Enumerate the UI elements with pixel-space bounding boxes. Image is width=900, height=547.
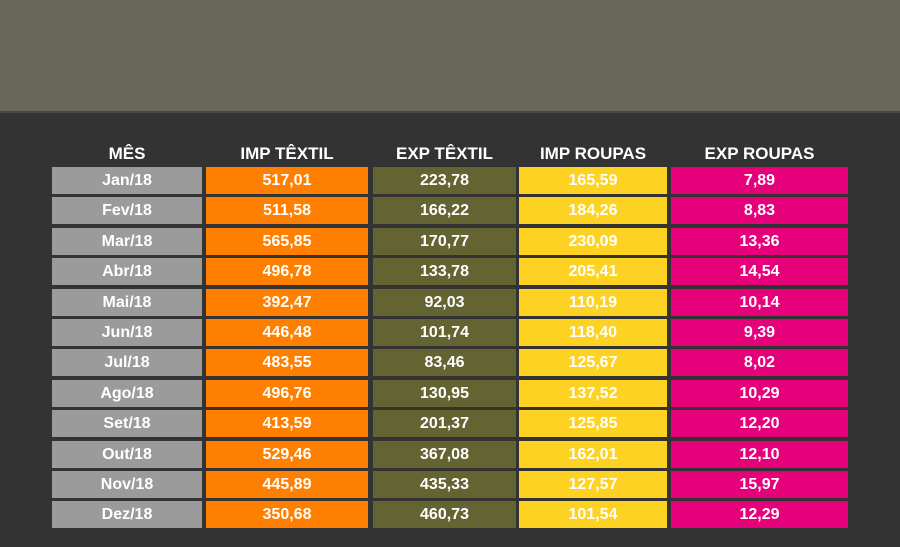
cell-exp-roupas: 8,83 bbox=[671, 197, 848, 224]
data-table: MÊS IMP TÊXTIL EXP TÊXTIL IMP ROUPAS EXP ROU… bbox=[0, 113, 900, 547]
cell-exp-roupas: 10,29 bbox=[671, 380, 848, 407]
cell-exp-textil: 435,33 bbox=[373, 471, 516, 498]
cell-exp-textil: 83,46 bbox=[373, 349, 516, 376]
cell-imp-textil: 511,58 bbox=[206, 197, 368, 224]
column-header-month: MÊS bbox=[108, 144, 146, 163]
cell-imp-textil: 517,01 bbox=[206, 167, 368, 194]
cell-imp-roupas: 125,85 bbox=[519, 410, 667, 437]
cell-imp-roupas: 110,19 bbox=[519, 289, 667, 316]
cell-month: Abr/18 bbox=[52, 258, 202, 285]
cell-month: Out/18 bbox=[52, 441, 202, 468]
cell-exp-textil: 92,03 bbox=[373, 289, 516, 316]
cell-imp-roupas: 137,52 bbox=[519, 380, 667, 407]
cell-imp-textil: 496,78 bbox=[206, 258, 368, 285]
cell-imp-textil: 445,89 bbox=[206, 471, 368, 498]
cell-imp-roupas: 127,57 bbox=[519, 471, 667, 498]
cell-exp-roupas: 7,89 bbox=[671, 167, 848, 194]
cell-month: Fev/18 bbox=[52, 197, 202, 224]
cell-exp-textil: 170,77 bbox=[373, 228, 516, 255]
cell-imp-roupas: 162,01 bbox=[519, 441, 667, 468]
cell-exp-roupas: 12,29 bbox=[671, 501, 848, 528]
cell-exp-textil: 101,74 bbox=[373, 319, 516, 346]
cell-exp-textil: 130,95 bbox=[373, 380, 516, 407]
cell-imp-textil: 496,76 bbox=[206, 380, 368, 407]
cell-exp-textil: 460,73 bbox=[373, 501, 516, 528]
cell-exp-roupas: 8,02 bbox=[671, 349, 848, 376]
column-header-exp-textil: EXP TÊXTIL bbox=[396, 144, 493, 163]
cell-imp-roupas: 125,67 bbox=[519, 349, 667, 376]
cell-imp-roupas: 230,09 bbox=[519, 228, 667, 255]
cell-exp-textil: 133,78 bbox=[373, 258, 516, 285]
cell-exp-textil: 223,78 bbox=[373, 167, 516, 194]
cell-imp-roupas: 101,54 bbox=[519, 501, 667, 528]
cell-imp-textil: 529,46 bbox=[206, 441, 368, 468]
cell-exp-roupas: 14,54 bbox=[671, 258, 848, 285]
cell-exp-roupas: 13,36 bbox=[671, 228, 848, 255]
cell-imp-roupas: 184,26 bbox=[519, 197, 667, 224]
column-header-exp-roupas: EXP ROUPAS bbox=[704, 144, 815, 163]
cell-imp-textil: 392,47 bbox=[206, 289, 368, 316]
cell-imp-textil: 565,85 bbox=[206, 228, 368, 255]
cell-imp-roupas: 205,41 bbox=[519, 258, 667, 285]
cell-exp-roupas: 12,10 bbox=[671, 441, 848, 468]
cell-month: Ago/18 bbox=[52, 380, 202, 407]
cell-imp-roupas: 118,40 bbox=[519, 319, 667, 346]
column-header-imp-roupas: IMP ROUPAS bbox=[539, 144, 647, 163]
cell-month: Mar/18 bbox=[52, 228, 202, 255]
column-header-imp-textil: IMP TÊXTIL bbox=[240, 144, 334, 163]
cell-exp-roupas: 9,39 bbox=[671, 319, 848, 346]
cell-month: Nov/18 bbox=[52, 471, 202, 498]
cell-exp-roupas: 15,97 bbox=[671, 471, 848, 498]
cell-exp-roupas: 10,14 bbox=[671, 289, 848, 316]
cell-imp-textil: 483,55 bbox=[206, 349, 368, 376]
cell-month: Jul/18 bbox=[52, 349, 202, 376]
cell-month: Jan/18 bbox=[52, 167, 202, 194]
cell-imp-roupas: 165,59 bbox=[519, 167, 667, 194]
cell-month: Mai/18 bbox=[52, 289, 202, 316]
cell-month: Jun/18 bbox=[52, 319, 202, 346]
cell-month: Set/18 bbox=[52, 410, 202, 437]
cell-month: Dez/18 bbox=[52, 501, 202, 528]
cell-exp-textil: 201,37 bbox=[373, 410, 516, 437]
cell-imp-textil: 350,68 bbox=[206, 501, 368, 528]
cell-imp-textil: 446,48 bbox=[206, 319, 368, 346]
cell-exp-roupas: 12,20 bbox=[671, 410, 848, 437]
top-banner bbox=[0, 0, 900, 113]
cell-exp-textil: 166,22 bbox=[373, 197, 516, 224]
cell-imp-textil: 413,59 bbox=[206, 410, 368, 437]
cell-exp-textil: 367,08 bbox=[373, 441, 516, 468]
